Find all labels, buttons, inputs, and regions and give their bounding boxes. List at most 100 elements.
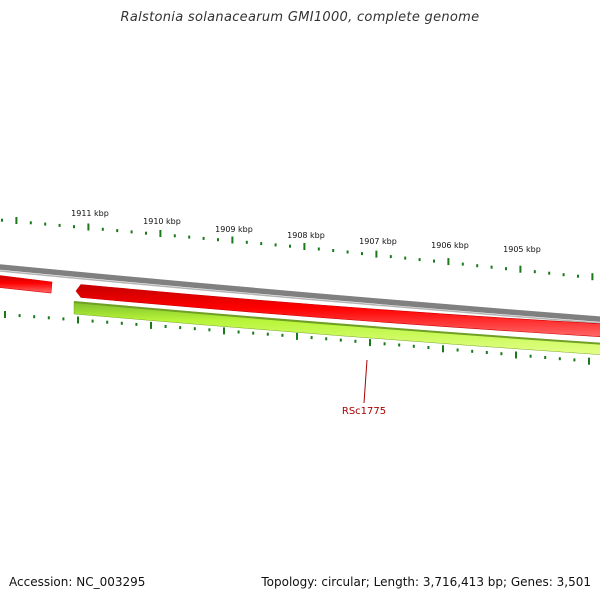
outer-minor-tick <box>389 255 392 259</box>
outer-minor-tick <box>260 242 263 246</box>
outer-minor-tick <box>130 230 133 234</box>
inner-minor-tick <box>398 343 401 347</box>
backbone-track-shadow <box>0 270 600 324</box>
inner-minor-tick <box>18 314 21 318</box>
forward-gene-rsc1775[interactable] <box>75 284 600 338</box>
outer-major-tick <box>375 250 378 258</box>
outer-minor-tick <box>404 256 407 260</box>
outer-minor-tick <box>29 221 32 225</box>
inner-major-tick <box>4 311 6 318</box>
inner-minor-tick <box>500 352 503 356</box>
outer-minor-tick <box>533 270 536 274</box>
inner-major-tick <box>515 351 517 359</box>
outer-major-tick <box>519 265 522 273</box>
inner-major-tick <box>296 332 298 340</box>
outer-tick-marks <box>1 217 594 281</box>
outer-minor-tick <box>202 236 205 240</box>
outer-minor-tick <box>58 223 61 227</box>
inner-minor-tick <box>383 342 386 346</box>
inner-major-tick <box>369 339 371 347</box>
kbp-label: 1905 kbp <box>503 245 541 254</box>
inner-minor-tick <box>237 330 240 334</box>
forward-gene-segment[interactable] <box>0 275 53 294</box>
reverse-gene-track-edge <box>73 301 600 345</box>
inner-minor-tick <box>135 322 138 326</box>
kbp-labels: 1911 kbp 1910 kbp 1909 kbp 1908 kbp 1907 kbp… <box>71 209 541 254</box>
outer-minor-tick <box>145 231 147 235</box>
inner-minor-tick <box>573 358 576 362</box>
outer-minor-tick <box>245 240 248 244</box>
kbp-label: 1911 kbp <box>71 209 109 218</box>
inner-minor-tick <box>427 346 430 349</box>
kbp-label: 1910 kbp <box>143 217 181 226</box>
outer-minor-tick <box>361 252 363 256</box>
inner-minor-tick <box>339 338 342 342</box>
kbp-label: 1907 kbp <box>359 237 397 246</box>
inner-tick-marks <box>4 311 590 365</box>
inner-minor-tick <box>281 333 284 337</box>
inner-minor-tick <box>91 319 94 323</box>
page-title: Ralstonia solanacearum GMI1000, complete… <box>120 10 480 25</box>
inner-minor-tick <box>310 336 313 340</box>
outer-major-tick <box>447 258 450 266</box>
inner-major-tick <box>588 357 590 365</box>
inner-minor-tick <box>471 349 474 353</box>
outer-minor-tick <box>173 234 176 238</box>
outer-minor-tick <box>577 274 579 278</box>
inner-minor-tick <box>354 339 357 343</box>
inner-minor-tick <box>412 344 415 348</box>
inner-minor-tick <box>193 327 196 331</box>
inner-minor-tick <box>179 326 182 330</box>
outer-minor-tick <box>1 218 3 222</box>
outer-minor-tick <box>433 259 435 263</box>
inner-minor-tick <box>544 356 547 359</box>
outer-minor-tick <box>548 271 551 275</box>
outer-minor-tick <box>346 250 349 254</box>
outer-minor-tick <box>73 225 75 229</box>
genome-summary-text: Topology: circular; Length: 3,716,413 bp… <box>261 575 591 589</box>
outer-minor-tick <box>274 243 277 247</box>
outer-minor-tick <box>188 235 191 239</box>
accession-text: Accession: NC_003295 <box>9 575 146 589</box>
inner-major-tick <box>77 316 79 324</box>
inner-major-tick <box>442 345 444 353</box>
inner-minor-tick <box>485 351 488 354</box>
inner-major-tick <box>150 321 152 329</box>
outer-minor-tick <box>505 267 507 271</box>
outer-minor-tick <box>332 249 335 252</box>
outer-major-tick <box>87 223 90 231</box>
inner-minor-tick <box>47 316 50 320</box>
backbone-track <box>0 264 600 322</box>
kbp-label: 1908 kbp <box>287 231 325 240</box>
inner-minor-tick <box>33 315 36 319</box>
inner-minor-tick <box>529 354 532 358</box>
kbp-label: 1906 kbp <box>431 241 469 250</box>
outer-minor-tick <box>101 227 104 231</box>
outer-major-tick <box>231 236 234 244</box>
inner-minor-tick <box>106 320 109 324</box>
outer-major-tick <box>591 273 594 281</box>
outer-minor-tick <box>317 247 320 251</box>
outer-minor-tick <box>490 265 493 269</box>
outer-minor-tick <box>562 273 565 277</box>
inner-minor-tick <box>164 325 167 328</box>
inner-minor-tick <box>456 348 459 352</box>
inner-minor-tick <box>252 331 255 335</box>
outer-minor-tick <box>217 238 219 242</box>
outer-minor-tick <box>116 229 119 233</box>
gene-label-leader <box>363 359 368 404</box>
inner-major-tick <box>223 327 225 335</box>
outer-minor-tick <box>418 258 421 262</box>
gene-label-rsc1775[interactable]: RSc1775 <box>342 406 386 417</box>
outer-minor-tick <box>44 222 47 226</box>
outer-minor-tick <box>476 264 479 268</box>
outer-major-tick <box>15 217 18 224</box>
outer-major-tick <box>303 243 306 250</box>
inner-minor-tick <box>120 321 123 325</box>
kbp-label: 1909 kbp <box>215 225 253 234</box>
inner-minor-tick <box>558 357 561 361</box>
inner-minor-tick <box>208 328 211 332</box>
inner-minor-tick <box>62 317 65 321</box>
inner-minor-tick <box>266 332 269 336</box>
